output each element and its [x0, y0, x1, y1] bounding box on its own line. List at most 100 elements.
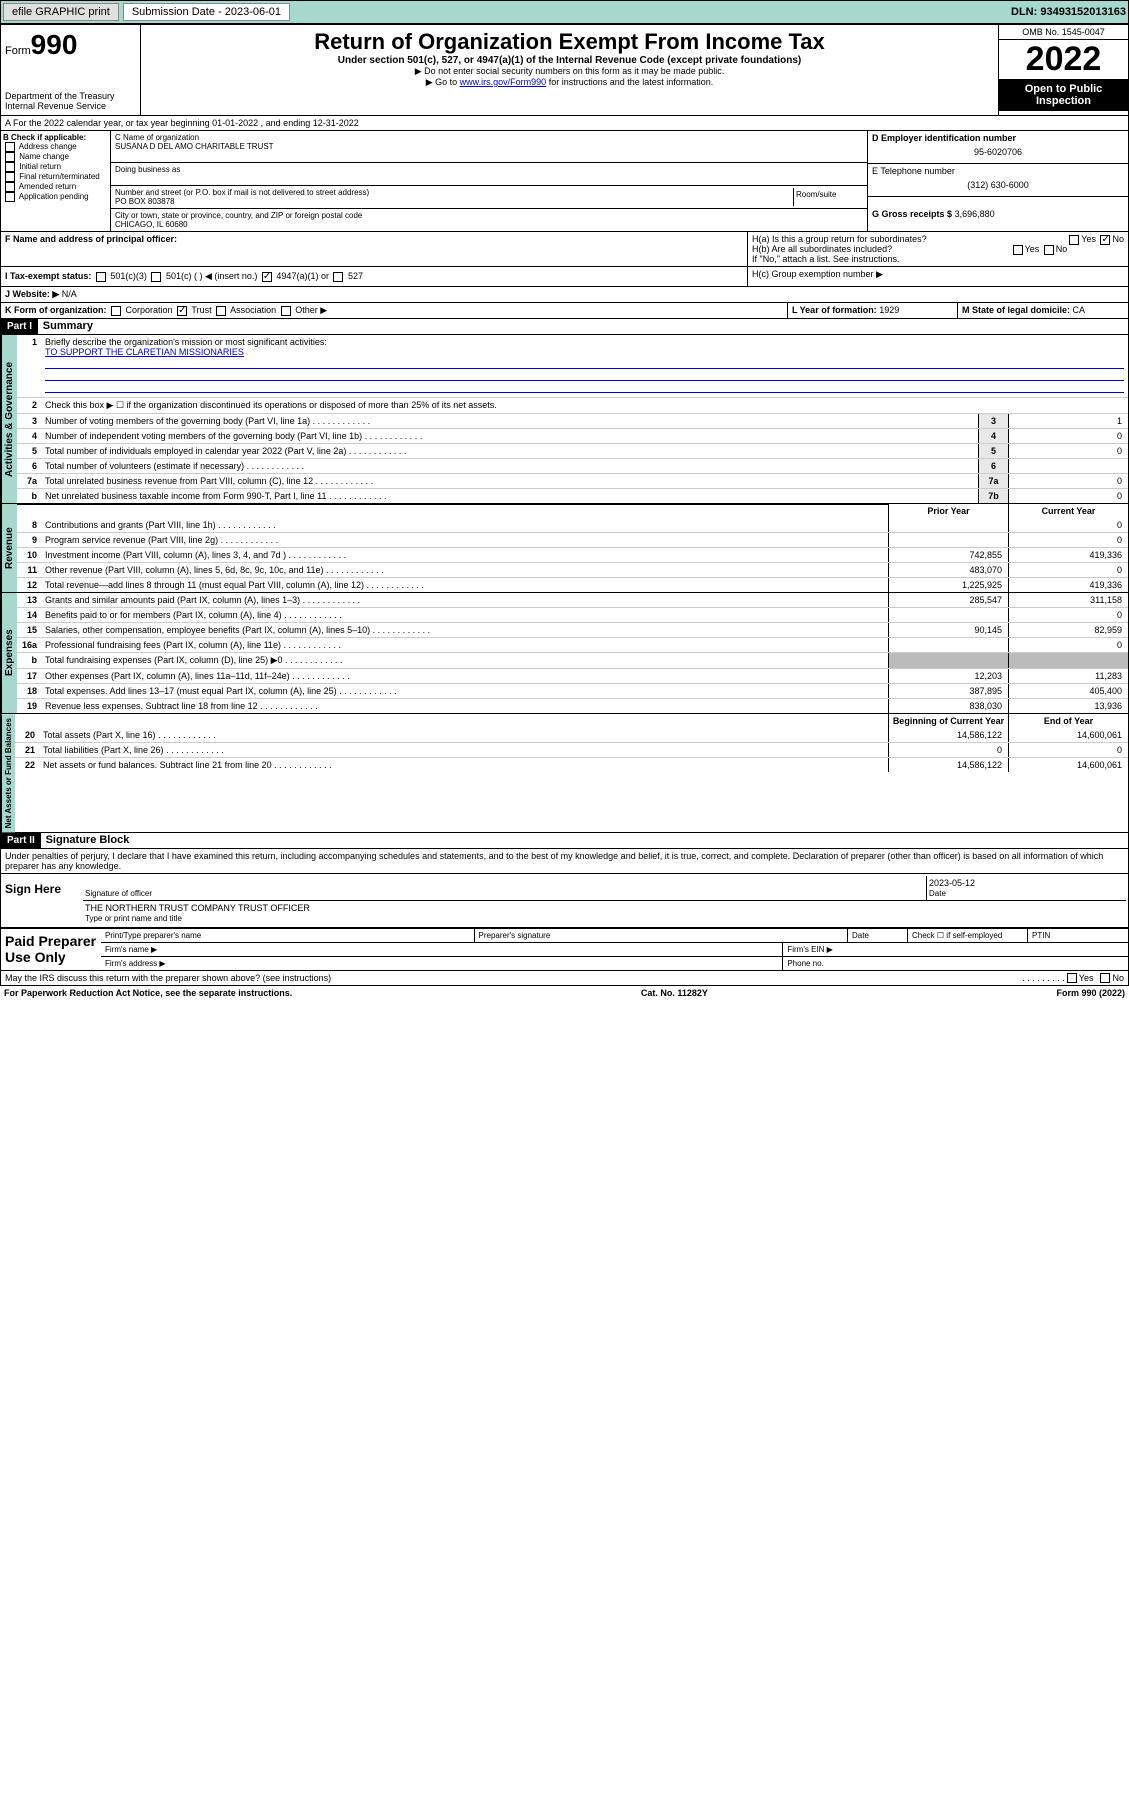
room-suite: Room/suite [793, 188, 863, 206]
check-4947[interactable] [262, 272, 272, 282]
check-final-return[interactable] [5, 172, 15, 182]
firm-ein-label: Firm's EIN ▶ [783, 943, 1128, 956]
line-5-value: 0 [1008, 444, 1128, 458]
line-18-text: Total expenses. Add lines 13–17 (must eq… [41, 684, 888, 698]
line-20-text: Total assets (Part X, line 16) [39, 728, 888, 742]
prior-year-header: Prior Year [888, 504, 1008, 518]
check-501c[interactable] [151, 272, 161, 282]
line-6-text: Total number of volunteers (estimate if … [41, 459, 978, 473]
line-11-prior: 483,070 [888, 563, 1008, 577]
line-9-prior [888, 533, 1008, 547]
top-bar: efile GRAPHIC print Submission Date - 20… [0, 0, 1129, 24]
check-app-pending[interactable] [5, 192, 15, 202]
line-11-current: 0 [1008, 563, 1128, 577]
signature-block: Sign Here Signature of officer2023-05-12… [0, 873, 1129, 929]
check-name-change[interactable] [5, 152, 15, 162]
form-header: Form990 Department of the Treasury Inter… [0, 24, 1129, 116]
gross-receipts-value: 3,696,880 [955, 209, 995, 219]
expenses-section: Expenses 13Grants and similar amounts pa… [0, 593, 1129, 714]
line-14-text: Benefits paid to or for members (Part IX… [41, 608, 888, 622]
ha-no[interactable] [1100, 235, 1110, 245]
ha-yes[interactable] [1069, 235, 1079, 245]
name-label: C Name of organization [115, 133, 199, 142]
check-initial-return[interactable] [5, 162, 15, 172]
check-address-change[interactable] [5, 142, 15, 152]
line-15-text: Salaries, other compensation, employee b… [41, 623, 888, 637]
line-15-current: 82,959 [1008, 623, 1128, 637]
section-b-checks: B Check if applicable: Address change Na… [1, 131, 111, 231]
line-10-text: Investment income (Part VIII, column (A)… [41, 548, 888, 562]
website-label: J Website: ▶ [5, 289, 59, 299]
preparer-name-label: Print/Type preparer's name [101, 929, 475, 942]
expenses-label: Expenses [1, 593, 17, 713]
org-name: SUSANA D DEL AMO CHARITABLE TRUST [115, 142, 274, 151]
line-7a-text: Total unrelated business revenue from Pa… [41, 474, 978, 488]
line-10-current: 419,336 [1008, 548, 1128, 562]
line-3-box: 3 [978, 414, 1008, 428]
check-527[interactable] [333, 272, 343, 282]
check-trust[interactable] [177, 306, 187, 316]
discuss-label: May the IRS discuss this return with the… [5, 973, 331, 983]
check-amended[interactable] [5, 182, 15, 192]
domicile-label: M State of legal domicile: [962, 305, 1070, 315]
line-4-box: 4 [978, 429, 1008, 443]
check-501c3[interactable] [96, 272, 106, 282]
officer-name: THE NORTHERN TRUST COMPANY TRUST OFFICER [85, 903, 310, 913]
part2-title: Signature Block [44, 832, 132, 848]
line-5-text: Total number of individuals employed in … [41, 444, 978, 458]
hb-no[interactable] [1044, 245, 1054, 255]
check-assoc[interactable] [216, 306, 226, 316]
line-13-current: 311,158 [1008, 593, 1128, 607]
irs-link[interactable]: www.irs.gov/Form990 [460, 77, 547, 87]
line-b-box: 7b [978, 489, 1008, 503]
line-4-value: 0 [1008, 429, 1128, 443]
part1-header: Part I [1, 319, 38, 334]
mission-text[interactable]: TO SUPPORT THE CLARETIAN MISSIONARIES [45, 347, 244, 357]
line-21-text: Total liabilities (Part X, line 26) [39, 743, 888, 757]
year-formation: 1929 [879, 305, 899, 315]
ssn-note: ▶ Do not enter social security numbers o… [145, 66, 994, 77]
line-8-current: 0 [1008, 518, 1128, 532]
line-17-current: 11,283 [1008, 669, 1128, 683]
domicile: CA [1073, 305, 1086, 315]
prep-date-label: Date [848, 929, 908, 942]
revenue-section: Revenue Prior YearCurrent Year 8Contribu… [0, 504, 1129, 593]
line-5-box: 5 [978, 444, 1008, 458]
form-footer: Form 990 (2022) [1056, 988, 1125, 998]
line-13-text: Grants and similar amounts paid (Part IX… [41, 593, 888, 607]
line-3-value: 1 [1008, 414, 1128, 428]
line-21-prior: 0 [888, 743, 1008, 757]
self-employed-check[interactable]: Check ☐ if self-employed [908, 929, 1028, 942]
line-14-current: 0 [1008, 608, 1128, 622]
org-address: PO BOX 803878 [115, 197, 175, 206]
tax-status-label: I Tax-exempt status: [5, 271, 91, 281]
omb-number: OMB No. 1545-0047 [999, 25, 1128, 40]
governance-section: Activities & Governance 1Briefly describ… [0, 335, 1129, 504]
preparer-sig-label: Preparer's signature [475, 929, 849, 942]
form-subtitle: Under section 501(c), 527, or 4947(a)(1)… [145, 55, 994, 66]
efile-badge: efile GRAPHIC print [3, 3, 119, 21]
check-corp[interactable] [111, 306, 121, 316]
discuss-no[interactable] [1100, 973, 1110, 983]
line-18-prior: 387,895 [888, 684, 1008, 698]
firm-name-label: Firm's name ▶ [101, 943, 783, 956]
part2-header: Part II [1, 833, 41, 848]
discuss-yes[interactable] [1067, 973, 1077, 983]
firm-addr-label: Firm's address ▶ [101, 957, 783, 970]
end-header: End of Year [1008, 714, 1128, 728]
penalty-text: Under penalties of perjury, I declare th… [0, 849, 1129, 873]
phone-label: E Telephone number [872, 166, 955, 176]
check-other[interactable] [281, 306, 291, 316]
year-formation-label: L Year of formation: [792, 305, 877, 315]
line-b-text: Total fundraising expenses (Part IX, col… [41, 653, 888, 668]
hb-note: If "No," attach a list. See instructions… [752, 254, 1124, 264]
line-b-current [1008, 653, 1128, 668]
line-7a-value: 0 [1008, 474, 1128, 488]
firm-phone-label: Phone no. [783, 957, 1128, 970]
dln: DLN: 93493152013163 [1011, 6, 1126, 18]
form-label: Form [5, 45, 31, 57]
beginning-header: Beginning of Current Year [888, 714, 1008, 728]
line-7a-box: 7a [978, 474, 1008, 488]
line-22-text: Net assets or fund balances. Subtract li… [39, 758, 888, 772]
hb-yes[interactable] [1013, 245, 1023, 255]
